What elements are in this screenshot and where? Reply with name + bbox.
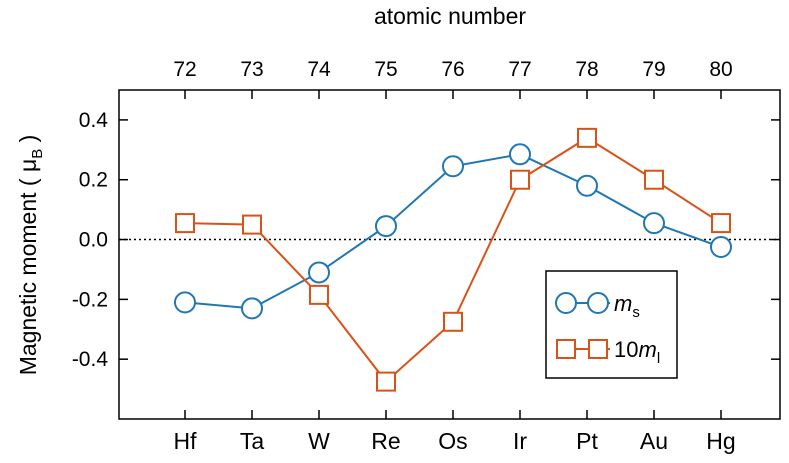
data-point-square	[510, 169, 530, 190]
top-tick-label: 77	[508, 58, 531, 81]
legend-marker-square	[588, 339, 608, 359]
data-point-circle	[375, 215, 397, 238]
data-point-circle	[241, 297, 263, 320]
data-point-square	[577, 127, 597, 148]
svg-text:Magnetic moment ( μB ): Magnetic moment ( μB )	[15, 135, 46, 376]
series-layer	[174, 127, 732, 392]
x-tick-label: Hf	[174, 428, 198, 454]
legend-label: 10ml	[614, 337, 660, 367]
legend-label: ms	[614, 291, 640, 321]
data-point-square	[242, 214, 262, 235]
y-axis-title: Magnetic moment ( μB )	[15, 135, 46, 376]
legend: ms 10ml	[545, 270, 678, 379]
data-point-circle	[442, 155, 464, 178]
x-tick-label: Au	[640, 428, 668, 454]
top-axis-ticks: 72 73 74 75 76 77 78 79 80	[173, 58, 733, 99]
top-tick-label: 80	[709, 58, 732, 81]
x-tick-label: Re	[371, 428, 400, 454]
data-point-circle	[643, 212, 665, 235]
data-point-circle	[174, 291, 196, 314]
y-tick-label: 0.4	[79, 109, 109, 132]
data-point-square	[376, 371, 396, 392]
data-point-circle	[710, 236, 732, 259]
top-tick-label: 79	[642, 58, 665, 81]
legend-marker-circle	[587, 292, 609, 314]
legend-marker-square	[556, 339, 576, 359]
data-point-square	[443, 311, 463, 332]
data-point-circle	[576, 174, 598, 197]
data-point-circle	[509, 143, 531, 166]
data-point-square	[711, 213, 731, 234]
x-tick-label: W	[308, 428, 330, 454]
x-tick-label: Os	[438, 428, 467, 454]
y-tick-label: 0.2	[79, 169, 108, 192]
plot-frame	[118, 89, 781, 420]
x-axis-ticks: Hf Ta W Re Os Ir Pt Au Hg	[174, 410, 736, 454]
y-tick-label: 0.0	[79, 229, 108, 252]
y-axis-title-subscript: B	[29, 149, 46, 159]
top-axis-title: atomic number	[374, 3, 526, 29]
top-tick-label: 76	[441, 58, 464, 81]
data-point-square	[309, 284, 329, 305]
series-orbital-moment	[175, 127, 731, 392]
legend-marker-circle	[555, 292, 577, 314]
x-tick-label: Hg	[706, 428, 735, 454]
y-axis-ticks: -0.4 -0.2 0.0 0.2 0.4	[72, 109, 780, 371]
top-tick-label: 74	[307, 58, 331, 81]
y-tick-label: -0.4	[72, 348, 109, 371]
top-tick-label: 72	[173, 58, 196, 81]
data-point-square	[175, 213, 195, 234]
x-tick-label: Ir	[513, 428, 527, 454]
series-spin-moment	[174, 143, 732, 320]
legend-box	[545, 270, 678, 379]
data-point-square	[644, 169, 664, 190]
y-axis-title-close: )	[15, 135, 41, 149]
top-tick-label: 73	[240, 58, 263, 81]
y-tick-label: -0.2	[72, 288, 108, 311]
top-tick-label: 75	[374, 58, 397, 81]
x-tick-label: Ta	[240, 428, 265, 454]
x-tick-label: Pt	[576, 428, 598, 454]
y-axis-title-main: Magnetic moment ( μ	[15, 159, 41, 376]
top-tick-label: 78	[575, 58, 598, 81]
data-point-circle	[308, 261, 330, 284]
